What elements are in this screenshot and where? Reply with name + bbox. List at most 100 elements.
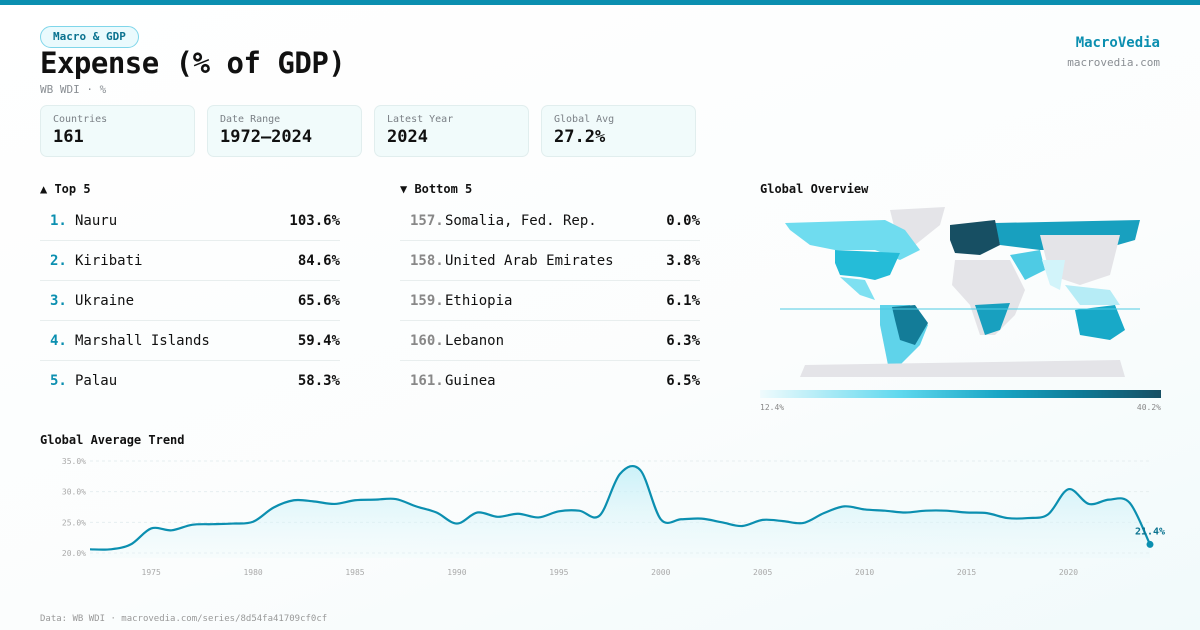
country-name: Marshall Islands bbox=[75, 332, 210, 349]
country-name: Guinea bbox=[445, 373, 496, 389]
x-tick-label: 2020 bbox=[1059, 568, 1078, 577]
rank: 3. bbox=[50, 292, 67, 309]
last-point-marker[interactable] bbox=[1146, 540, 1154, 548]
last-value-label: 21.4% bbox=[1135, 526, 1165, 537]
map-africa bbox=[952, 260, 1025, 335]
x-tick-label: 2000 bbox=[651, 568, 670, 577]
map-canada bbox=[785, 220, 920, 260]
list-item[interactable]: 158. United Arab Emirates 3.8% bbox=[400, 241, 700, 281]
rank: 160. bbox=[410, 332, 444, 349]
stat-card-date-range: Date Range 1972–2024 bbox=[207, 105, 362, 157]
map-antarctica bbox=[800, 360, 1125, 377]
map-middle-east bbox=[1010, 250, 1045, 280]
y-tick-label: 35.0% bbox=[62, 457, 86, 466]
trend-area bbox=[90, 466, 1150, 558]
stat-label: Latest Year bbox=[387, 114, 454, 125]
y-tick-label: 30.0% bbox=[62, 488, 86, 497]
country-name: Lebanon bbox=[445, 332, 505, 349]
stat-label: Countries bbox=[53, 114, 108, 125]
country-name: Ukraine bbox=[75, 292, 135, 309]
bottom5-list: 157. Somalia, Fed. Rep. 0.0% 158. United Ar… bbox=[400, 201, 700, 401]
stat-label: Global Avg bbox=[554, 114, 615, 125]
list-item[interactable]: 1. Nauru 103.6% bbox=[40, 201, 340, 241]
x-tick-label: 2015 bbox=[957, 568, 976, 577]
color-scale-legend bbox=[760, 390, 1161, 398]
page-subtitle: WB WDI · % bbox=[40, 83, 107, 96]
trend-line bbox=[89, 464, 1151, 551]
x-tick-label: 1980 bbox=[243, 568, 262, 577]
map-southern-africa bbox=[975, 303, 1010, 335]
stat-value: 2024 bbox=[387, 127, 428, 147]
stat-card-latest-year: Latest Year 2024 bbox=[374, 105, 529, 157]
rank: 159. bbox=[410, 292, 444, 309]
country-name: Nauru bbox=[75, 212, 118, 229]
x-tick-label: 2005 bbox=[753, 568, 772, 577]
x-tick-label: 1975 bbox=[142, 568, 161, 577]
country-value: 6.1% bbox=[666, 292, 700, 309]
list-item[interactable]: 3. Ukraine 65.6% bbox=[40, 281, 340, 321]
top5-list: 1. Nauru 103.6% 2. Kiribati 84.6% 3. Ukraine 6… bbox=[40, 201, 340, 401]
x-tick-label: 1995 bbox=[549, 568, 568, 577]
country-value: 59.4% bbox=[297, 332, 340, 349]
bottom5-heading: ▼ Bottom 5 bbox=[400, 182, 473, 196]
footer-source[interactable]: Data: WB WDI · macrovedia.com/series/8d5… bbox=[40, 614, 328, 624]
brand-logo[interactable]: MacroVedia bbox=[1075, 35, 1160, 51]
world-map[interactable] bbox=[780, 205, 1142, 380]
country-name: Somalia, Fed. Rep. bbox=[445, 212, 597, 229]
country-name: United Arab Emirates bbox=[445, 252, 614, 269]
stat-label: Date Range bbox=[220, 114, 281, 125]
x-tick-label: 1985 bbox=[345, 568, 364, 577]
country-name: Ethiopia bbox=[445, 292, 513, 309]
stat-value: 1972–2024 bbox=[220, 127, 313, 147]
y-tick-label: 20.0% bbox=[62, 549, 86, 558]
list-item[interactable]: 161. Guinea 6.5% bbox=[400, 361, 700, 401]
top5-heading: ▲ Top 5 bbox=[40, 182, 91, 196]
x-tick-label: 1990 bbox=[447, 568, 466, 577]
map-europe bbox=[950, 220, 1000, 255]
legend-min: 12.4% bbox=[760, 403, 785, 412]
list-item[interactable]: 157. Somalia, Fed. Rep. 0.0% bbox=[400, 201, 700, 241]
x-tick-label: 2010 bbox=[855, 568, 874, 577]
rank: 157. bbox=[410, 212, 444, 229]
stat-card-countries: Countries 161 bbox=[40, 105, 195, 157]
map-se-asia bbox=[1065, 285, 1120, 305]
brand-url[interactable]: macrovedia.com bbox=[1067, 56, 1160, 69]
rank: 2. bbox=[50, 252, 67, 269]
country-value: 58.3% bbox=[297, 373, 340, 389]
list-item[interactable]: 5. Palau 58.3% bbox=[40, 361, 340, 401]
stat-value: 161 bbox=[53, 127, 84, 147]
map-usa bbox=[835, 250, 900, 280]
country-value: 3.8% bbox=[666, 252, 700, 269]
rank: 4. bbox=[50, 332, 67, 349]
map-heading: Global Overview bbox=[760, 182, 869, 196]
country-value: 6.5% bbox=[666, 373, 700, 389]
list-item[interactable]: 159. Ethiopia 6.1% bbox=[400, 281, 700, 321]
legend-max: 40.2% bbox=[1136, 403, 1161, 412]
rank: 161. bbox=[410, 373, 444, 389]
country-value: 6.3% bbox=[666, 332, 700, 349]
map-mexico bbox=[840, 277, 875, 300]
map-india bbox=[1042, 260, 1065, 290]
list-item[interactable]: 2. Kiribati 84.6% bbox=[40, 241, 340, 281]
rank: 158. bbox=[410, 252, 444, 269]
country-name: Kiribati bbox=[75, 252, 143, 269]
list-item[interactable]: 160. Lebanon 6.3% bbox=[400, 321, 700, 361]
top-accent-bar bbox=[0, 0, 1200, 5]
rank: 5. bbox=[50, 373, 67, 389]
map-australia bbox=[1075, 305, 1125, 340]
page-title: Expense (% of GDP) bbox=[40, 46, 346, 80]
map-brazil bbox=[892, 305, 928, 345]
country-value: 0.0% bbox=[666, 212, 700, 229]
stat-value: 27.2% bbox=[554, 127, 606, 147]
country-value: 65.6% bbox=[297, 292, 340, 309]
category-badge[interactable]: Macro & GDP bbox=[40, 26, 139, 48]
country-name: Palau bbox=[75, 373, 118, 389]
list-item[interactable]: 4. Marshall Islands 59.4% bbox=[40, 321, 340, 361]
trend-heading: Global Average Trend bbox=[40, 433, 185, 447]
country-value: 103.6% bbox=[289, 212, 340, 229]
country-value: 84.6% bbox=[297, 252, 340, 269]
y-tick-label: 25.0% bbox=[62, 518, 86, 527]
stat-card-global-avg: Global Avg 27.2% bbox=[541, 105, 696, 157]
rank: 1. bbox=[50, 212, 67, 229]
